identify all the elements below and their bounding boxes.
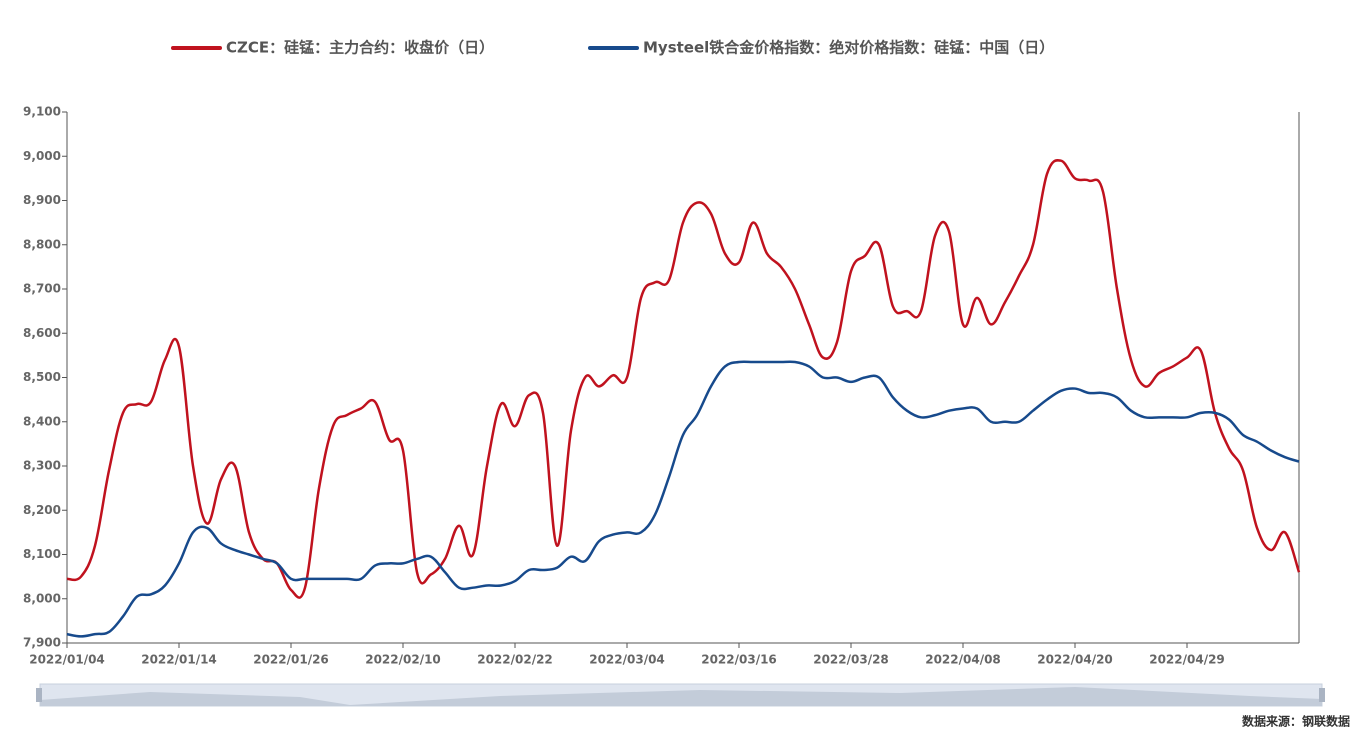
- y-tick-label: 9,000: [23, 149, 61, 163]
- y-tick-label: 8,800: [23, 237, 61, 251]
- y-tick-label: 8,000: [23, 591, 61, 605]
- x-tick-label: 2022/03/16: [701, 653, 777, 667]
- x-tick-label: 2022/01/14: [141, 653, 217, 667]
- zoom-handle[interactable]: [36, 688, 42, 702]
- zoom-handle[interactable]: [1319, 688, 1325, 702]
- source-note: 数据来源：钢联数据: [1242, 714, 1350, 729]
- y-tick-label: 7,900: [23, 636, 61, 650]
- x-tick-label: 2022/03/04: [589, 653, 665, 667]
- y-tick-label: 8,900: [23, 193, 61, 207]
- y-tick-label: 8,300: [23, 459, 61, 473]
- series-line: [66, 360, 1300, 638]
- x-tick-label: 2022/03/28: [813, 653, 889, 667]
- y-tick-label: 8,400: [23, 414, 61, 428]
- legend-label[interactable]: Mysteel铁合金价格指数：绝对价格指数：硅锰：中国（日）: [643, 39, 1054, 57]
- x-tick-label: 2022/02/22: [477, 653, 553, 667]
- y-tick-label: 8,100: [23, 547, 61, 561]
- legend-label[interactable]: CZCE：硅锰：主力合约：收盘价（日）: [226, 39, 494, 57]
- zoom-preview: [40, 687, 1322, 706]
- x-tick-label: 2022/01/04: [29, 653, 105, 667]
- x-tick-label: 2022/04/20: [1037, 653, 1113, 667]
- x-tick-label: 2022/02/10: [365, 653, 441, 667]
- data-zoom[interactable]: [36, 683, 1325, 707]
- x-tick-label: 2022/04/29: [1149, 653, 1225, 667]
- y-tick-label: 8,600: [23, 326, 61, 340]
- y-tick-label: 8,500: [23, 370, 61, 384]
- y-tick-label: 9,100: [23, 105, 61, 119]
- y-tick-label: 8,200: [23, 503, 61, 517]
- x-tick-label: 2022/01/26: [253, 653, 329, 667]
- series-line: [66, 159, 1301, 599]
- y-tick-label: 8,700: [23, 282, 61, 296]
- x-tick-label: 2022/04/08: [925, 653, 1001, 667]
